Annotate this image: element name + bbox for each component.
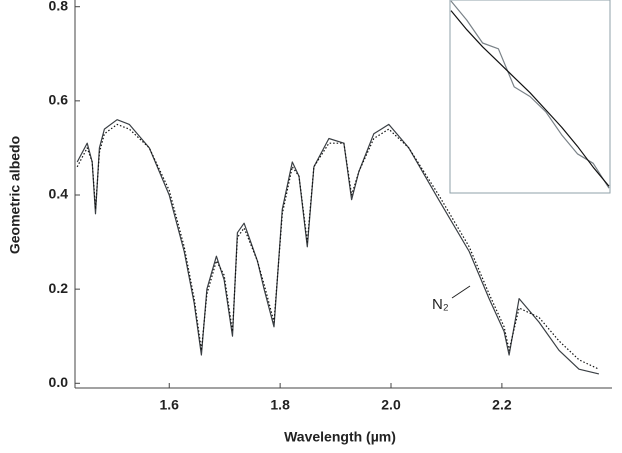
y-tick-label: 0.4 bbox=[49, 186, 69, 202]
y-axis-title: Geometric albedo bbox=[7, 136, 23, 254]
x-tick-label: 1.8 bbox=[270, 397, 290, 413]
series-line bbox=[76, 123, 600, 370]
series-line bbox=[76, 119, 600, 375]
series-line bbox=[450, 0, 610, 189]
x-tick-label: 1.6 bbox=[160, 397, 180, 413]
annotation-pointer bbox=[451, 285, 471, 299]
x-axis-title: Wavelength (µm) bbox=[284, 429, 396, 445]
annotation: N₂ bbox=[432, 296, 449, 313]
y-tick-label: 0.6 bbox=[49, 92, 69, 108]
series-line bbox=[450, 10, 610, 187]
y-tick-label: 0.8 bbox=[49, 0, 69, 13]
x-tick-label: 2.0 bbox=[381, 397, 401, 413]
y-tick-label: 0.2 bbox=[49, 280, 69, 296]
x-tick-label: 2.2 bbox=[492, 397, 512, 413]
y-tick-label: 0.0 bbox=[49, 374, 69, 390]
